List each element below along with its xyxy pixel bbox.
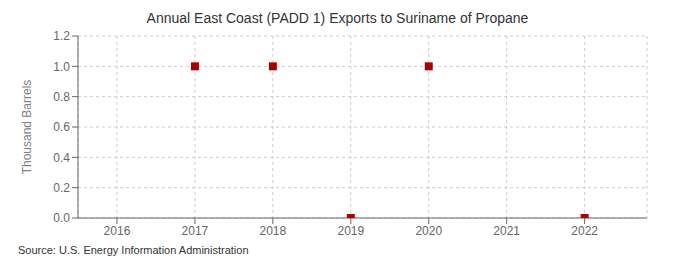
svg-text:2021: 2021 (493, 224, 520, 238)
svg-text:2020: 2020 (415, 224, 442, 238)
svg-text:2019: 2019 (337, 224, 364, 238)
svg-text:0.8: 0.8 (53, 90, 70, 104)
svg-text:0.0: 0.0 (53, 211, 70, 225)
html-text:Annual East Coast (PADD 1) Exp: Annual East Coast (PADD 1) Exports to Su… (146, 10, 529, 26)
html-text:Source: U.S. Energy Informatio: Source: U.S. Energy Information Administ… (18, 244, 249, 256)
svg-text:2017: 2017 (182, 224, 209, 238)
svg-text:2022: 2022 (571, 224, 598, 238)
svg-text:2016: 2016 (104, 224, 131, 238)
svg-text:Thousand Barrels: Thousand Barrels (20, 80, 34, 175)
svg-text:2018: 2018 (260, 224, 287, 238)
svg-text:1.0: 1.0 (53, 60, 70, 74)
svg-text:0.6: 0.6 (53, 120, 70, 134)
svg-text:0.4: 0.4 (53, 151, 70, 165)
svg-text:0.2: 0.2 (53, 181, 70, 195)
svg-text:1.2: 1.2 (53, 29, 70, 43)
